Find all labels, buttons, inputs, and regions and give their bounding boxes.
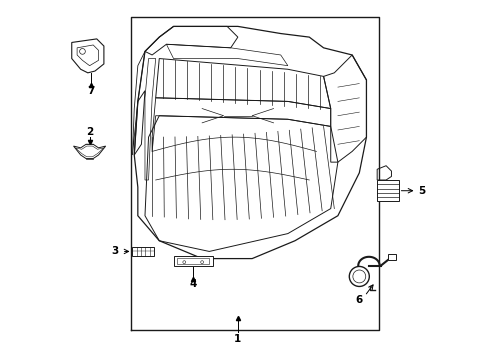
Bar (377, 180, 398, 202)
Text: 3: 3 (111, 247, 118, 256)
Text: 7: 7 (88, 86, 95, 96)
Bar (173, 256, 213, 266)
Bar (388, 254, 396, 260)
Bar (177, 258, 209, 264)
Text: 5: 5 (418, 186, 425, 196)
Text: 1: 1 (234, 334, 242, 344)
Text: 4: 4 (190, 279, 197, 289)
Bar (132, 247, 154, 256)
Text: 2: 2 (86, 127, 93, 137)
Text: 6: 6 (356, 295, 363, 305)
